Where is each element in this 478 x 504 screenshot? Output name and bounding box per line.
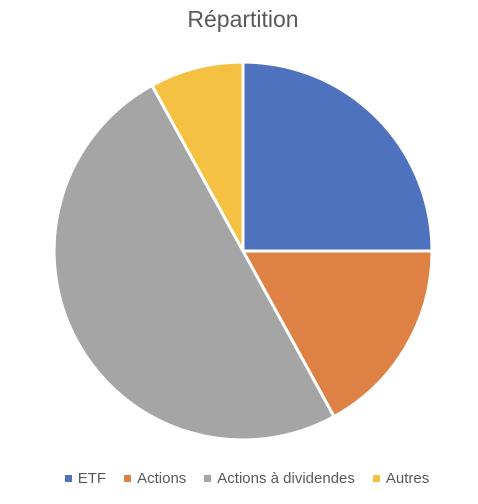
legend-label-autres: Autres [385,470,430,487]
pie-slice-actions [241,249,434,419]
legend-label-etf: ETF [77,470,107,487]
legend-swatch-actions [124,475,132,482]
legend-item-autres: Autres [372,470,430,487]
legend-swatch-autres [372,475,380,482]
legend-label-actions: Actions [137,470,187,487]
legend-item-actions-a-dividendes: Actions à dividendes [204,470,355,487]
pie-slices [52,60,434,442]
legend-item-etf: ETF [64,470,107,487]
legend-label-actions-a-dividendes: Actions à dividendes [217,470,355,487]
chart-title: Répartition [187,6,299,32]
legend-swatch-etf [64,475,72,482]
legend: ETF Actions Actions à dividendes Autres [0,470,478,487]
pie-slice-etf [241,60,434,253]
legend-swatch-actions-a-dividendes [204,475,212,482]
pie-slice-actions-a-dividendes [52,83,336,442]
pie-slice-autres [150,60,245,253]
legend-item-actions: Actions [124,470,186,487]
